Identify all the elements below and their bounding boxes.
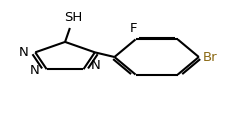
Text: N: N bbox=[18, 46, 28, 59]
Text: N: N bbox=[91, 58, 101, 71]
Text: N: N bbox=[30, 64, 40, 77]
Text: Br: Br bbox=[202, 51, 217, 64]
Text: F: F bbox=[129, 22, 137, 35]
Text: SH: SH bbox=[64, 11, 83, 24]
